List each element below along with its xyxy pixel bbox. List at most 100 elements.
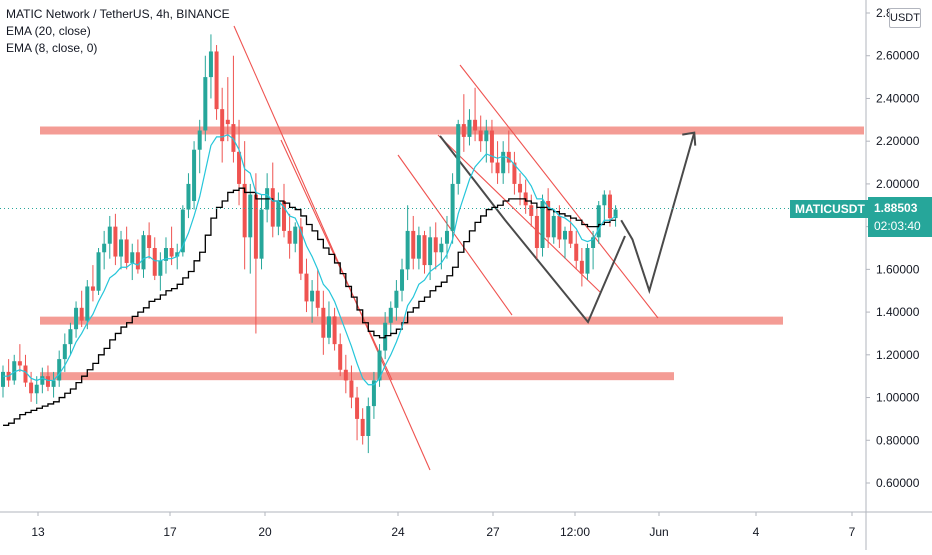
- candle-body: [405, 230, 410, 270]
- candle-body: [315, 290, 320, 308]
- candle-body: [512, 162, 517, 184]
- candle-body: [546, 201, 551, 238]
- candle-body: [501, 151, 506, 174]
- y-tick-label: 1.60000: [876, 262, 920, 276]
- candle-body: [439, 243, 444, 253]
- candle-body: [416, 235, 421, 259]
- chart-legend: MATIC Network / TetherUS, 4h, BINANCE EM…: [6, 6, 230, 57]
- x-tick-label: 12:00: [560, 525, 590, 539]
- candle-body: [551, 215, 556, 238]
- currency-button[interactable]: USDT: [889, 8, 921, 28]
- candle-body: [602, 194, 607, 206]
- candle-body: [287, 230, 292, 244]
- candle-body: [130, 252, 135, 263]
- candle-body: [456, 124, 461, 184]
- candle-body: [304, 273, 309, 302]
- candle-body: [119, 239, 124, 257]
- candle-body: [208, 51, 213, 78]
- candle-body: [506, 151, 511, 163]
- candle-body: [1, 371, 5, 387]
- legend-ema8[interactable]: EMA (8, close, 0): [6, 41, 98, 55]
- candle-body: [90, 286, 95, 291]
- candle-body: [242, 183, 247, 238]
- candle-body: [478, 130, 483, 142]
- projection-arrowhead: [682, 131, 697, 146]
- candle-body: [310, 290, 315, 302]
- candle-body: [467, 119, 472, 137]
- candle-body: [214, 51, 219, 110]
- candle-body: [355, 397, 360, 419]
- candle-body: [113, 226, 118, 257]
- pattern-line: [439, 135, 626, 324]
- x-tick-label: 24: [391, 525, 405, 539]
- candle-body: [17, 361, 22, 366]
- candle-body: [158, 260, 163, 276]
- x-tick-label: Jun: [649, 525, 668, 539]
- legend-ema20[interactable]: EMA (20, close): [6, 24, 91, 38]
- candle-body: [203, 77, 208, 131]
- candle-body: [495, 162, 500, 174]
- candle-body: [62, 344, 67, 360]
- candle-body: [231, 124, 236, 152]
- candle-body: [428, 237, 433, 266]
- candle-body: [540, 201, 545, 248]
- candle-body: [400, 269, 405, 291]
- legend-title[interactable]: MATIC Network / TetherUS, 4h, BINANCE: [6, 7, 230, 21]
- candle-body: [349, 380, 354, 398]
- x-tick-label: 7: [849, 525, 856, 539]
- y-tick-label: 0.60000: [876, 476, 920, 490]
- candle-body: [175, 252, 180, 257]
- candle-body: [12, 361, 17, 381]
- y-tick-label: 1.20000: [876, 348, 920, 362]
- candle-body: [259, 209, 264, 259]
- zone-band: [40, 126, 864, 135]
- last-price-label: 1.88503: [874, 201, 918, 215]
- x-tick-label: 27: [486, 525, 500, 539]
- y-tick-label: 0.80000: [876, 433, 920, 447]
- candle-body: [534, 215, 539, 248]
- candle-body: [596, 205, 601, 238]
- candle-body: [293, 226, 298, 244]
- candle-body: [366, 406, 371, 436]
- candle-body: [124, 239, 129, 263]
- ema20-line: [3, 187, 616, 426]
- candle-body: [51, 380, 56, 387]
- candle-body: [377, 350, 382, 381]
- candle-body: [518, 183, 523, 193]
- symbol-label: MATICUSDT: [790, 200, 870, 218]
- candle-body: [85, 286, 90, 321]
- candle-body: [343, 369, 348, 381]
- trend-line: [459, 64, 659, 319]
- candle-body: [102, 243, 107, 253]
- candle-body: [253, 194, 258, 259]
- price-badge: 1.88503 02:03:40: [868, 197, 932, 237]
- candle-body: [473, 119, 478, 131]
- y-tick-label: 2.00000: [876, 177, 920, 191]
- candle-body: [180, 209, 185, 253]
- candle-body: [563, 230, 567, 240]
- candle-body: [186, 183, 191, 210]
- candle-body: [169, 248, 174, 257]
- candle-body: [96, 252, 101, 291]
- candle-body: [40, 376, 45, 385]
- candle-body: [220, 109, 225, 142]
- candle-body: [79, 307, 84, 321]
- countdown-label: 02:03:40: [874, 219, 921, 233]
- trend-line: [397, 154, 513, 316]
- candle-body: [45, 376, 50, 387]
- zone-band: [40, 316, 783, 325]
- candle-body: [141, 235, 146, 270]
- candle-body: [450, 183, 455, 231]
- y-tick-label: 2.20000: [876, 134, 920, 148]
- candle-body: [298, 226, 303, 274]
- candle-body: [163, 248, 168, 261]
- ema8-line: [3, 134, 616, 386]
- candle-body: [613, 209, 618, 219]
- x-tick-label: 17: [163, 525, 177, 539]
- candle-body: [135, 252, 140, 270]
- candle-body: [326, 316, 331, 338]
- candle-body: [225, 119, 230, 125]
- y-tick-label: 2.40000: [876, 91, 920, 105]
